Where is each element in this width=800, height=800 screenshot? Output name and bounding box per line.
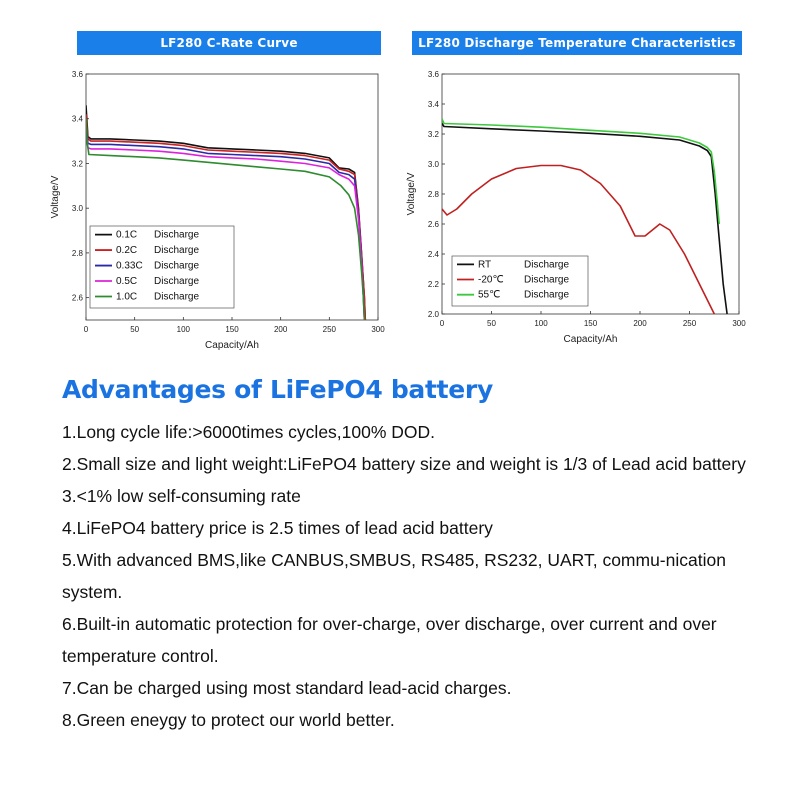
temp-x-tick-label: 0 — [440, 319, 445, 328]
temp-y-tick-label: 3.0 — [428, 160, 440, 169]
c-rate-x-tick-label: 50 — [130, 325, 139, 334]
advantage-item-8: 8.Green eneygy to protect our world bett… — [62, 710, 395, 730]
temp-legend-series-label: Discharge — [524, 259, 569, 270]
c-rate-legend-series-name: 0.33C — [116, 261, 143, 272]
temp-y-tick-label: 3.4 — [428, 100, 440, 109]
c-rate-x-tick-label: 200 — [274, 325, 288, 334]
temp-y-tick-label: 3.2 — [428, 130, 440, 139]
advantage-item-7: 7.Can be charged using most standard lea… — [62, 678, 512, 698]
c-rate-y-tick-label: 3.0 — [72, 204, 84, 213]
temp-legend-series-label: Discharge — [524, 275, 569, 286]
temp-legend-series-name: RT — [478, 259, 491, 270]
right-chart-title-banner: LF280 Discharge Temperature Characterist… — [412, 31, 742, 55]
c-rate-legend-box — [89, 225, 235, 309]
advantage-item-5: 5.With advanced BMS,like CANBUS,SMBUS, R… — [62, 550, 726, 602]
temp-x-tick-label: 250 — [683, 319, 697, 328]
advantage-item-4: 4.LiFePO4 battery price is 2.5 times of … — [62, 518, 493, 538]
c-rate-curve-chart: 2.6 2.8 3.0 3.2 3.4 3.6 0 50 100 150 200 250 300 Capa… — [50, 70, 385, 351]
temperature-characteristics-chart: 2.0 2.2 2.4 2.6 2.8 3.0 3.2 3.4 3.6 0 50 100 150 200 2… — [406, 70, 746, 345]
c-rate-x-tick-label: 0 — [84, 325, 89, 334]
temp-y-tick-label: 2.8 — [428, 190, 440, 199]
c-rate-legend-series-label: Discharge — [154, 261, 199, 272]
c-rate-legend-series-label: Discharge — [154, 245, 199, 256]
c-rate-legend-series-label: Discharge — [154, 230, 199, 241]
c-rate-legend-series-label: Discharge — [154, 291, 199, 302]
temp-y-tick-label: 2.6 — [428, 220, 440, 229]
left-chart-title-banner: LF280 C-Rate Curve — [77, 31, 381, 55]
c-rate-legend-series-name: 1.0C — [116, 291, 137, 302]
temp-x-tick-label: 50 — [487, 319, 496, 328]
c-rate-legend-series-label: Discharge — [154, 276, 199, 287]
temp-x-tick-label: 100 — [534, 319, 548, 328]
c-rate-legend-series-name: 0.5C — [116, 276, 137, 287]
c-rate-y-axis-label: Voltage/V — [50, 175, 61, 218]
temp-y-tick-label: 3.6 — [428, 70, 440, 79]
c-rate-x-tick-label: 100 — [177, 325, 191, 334]
temp-y-tick-label: 2.2 — [428, 280, 440, 289]
temp-y-tick-label: 2.4 — [428, 250, 440, 259]
temp-y-axis-label: Voltage/V — [406, 172, 417, 215]
advantages-title: Advantages of LiFePO4 battery — [62, 375, 493, 404]
c-rate-y-tick-label: 2.6 — [72, 294, 84, 303]
c-rate-legend-series-name: 0.1C — [116, 230, 137, 241]
advantage-item-1: 1.Long cycle life:>6000times cycles,100%… — [62, 422, 436, 442]
temp-x-axis-label: Capacity/Ah — [564, 334, 618, 345]
temp-series-line-2 — [442, 164, 716, 314]
c-rate-y-tick-label: 3.2 — [72, 159, 84, 168]
temp-legend-box — [451, 255, 589, 307]
temp-legend-series-name: -20℃ — [478, 275, 504, 286]
c-rate-y-tick-label: 3.4 — [72, 115, 84, 124]
c-rate-x-tick-label: 250 — [323, 325, 337, 334]
c-rate-x-axis-label: Capacity/Ah — [205, 340, 259, 351]
c-rate-series-line-5 — [86, 118, 366, 320]
temp-y-tick-label: 2.0 — [428, 310, 440, 319]
advantage-item-6: 6.Built-in automatic protection for over… — [62, 614, 717, 666]
c-rate-series-line-4 — [86, 127, 366, 320]
c-rate-x-tick-label: 300 — [371, 325, 385, 334]
c-rate-y-tick-label: 2.8 — [72, 249, 84, 258]
temp-x-tick-label: 200 — [633, 319, 647, 328]
temp-series-line-3 — [442, 118, 720, 225]
advantage-item-3: 3.<1% low self-consuming rate — [62, 486, 301, 506]
c-rate-x-tick-label: 150 — [225, 325, 239, 334]
advantages-list: 1.Long cycle life:>6000times cycles,100%… — [62, 416, 762, 736]
temp-series-line-1 — [442, 123, 728, 314]
advantage-item-2: 2.Small size and light weight:LiFePO4 ba… — [62, 454, 746, 474]
c-rate-y-tick-label: 3.6 — [72, 70, 84, 79]
temp-x-tick-label: 300 — [732, 319, 746, 328]
temp-legend-series-label: Discharge — [524, 290, 569, 301]
c-rate-legend-series-name: 0.2C — [116, 245, 137, 256]
temp-legend-series-name: 55℃ — [478, 290, 500, 301]
temp-x-tick-label: 150 — [584, 319, 598, 328]
